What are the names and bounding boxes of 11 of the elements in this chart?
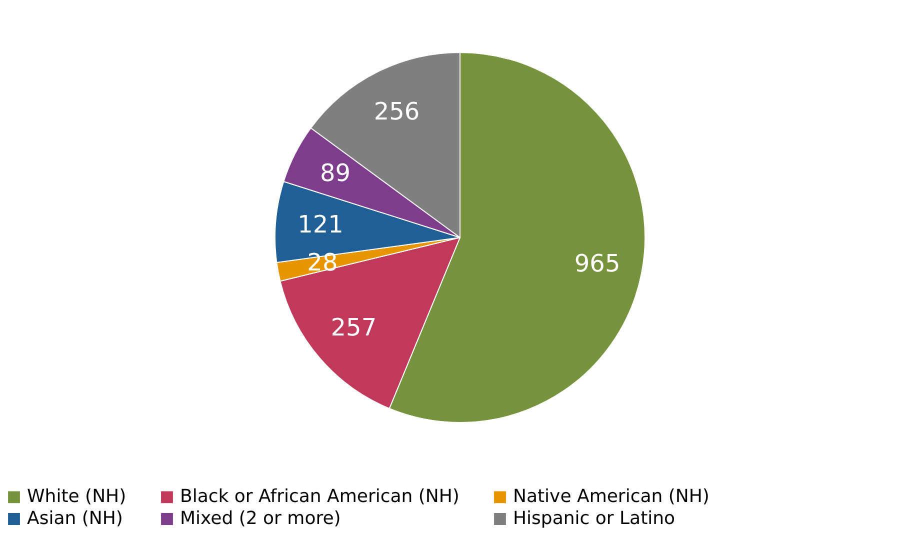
data-label: 965 [574,250,620,278]
legend-label: Mixed (2 or more) [180,508,341,529]
legend-label: White (NH) [27,486,126,508]
data-label: 256 [374,98,420,126]
data-label: 121 [298,210,344,238]
legend-label: Black or African American (NH) [180,486,460,508]
data-label: 257 [330,314,377,342]
legend-label: Asian (NH) [27,508,123,529]
data-label: 89 [320,159,350,188]
legend-label: Hispanic or Latino [513,508,676,529]
legend-label: Native American (NH) [513,486,710,508]
